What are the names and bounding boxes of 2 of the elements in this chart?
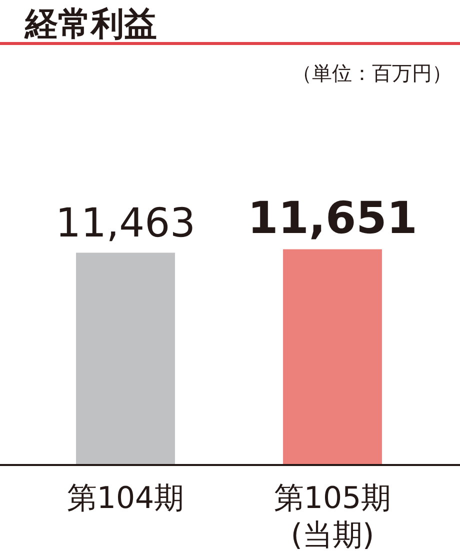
- title: 経常利益: [25, 4, 157, 43]
- annotation: （単位：百万円）: [292, 61, 452, 85]
